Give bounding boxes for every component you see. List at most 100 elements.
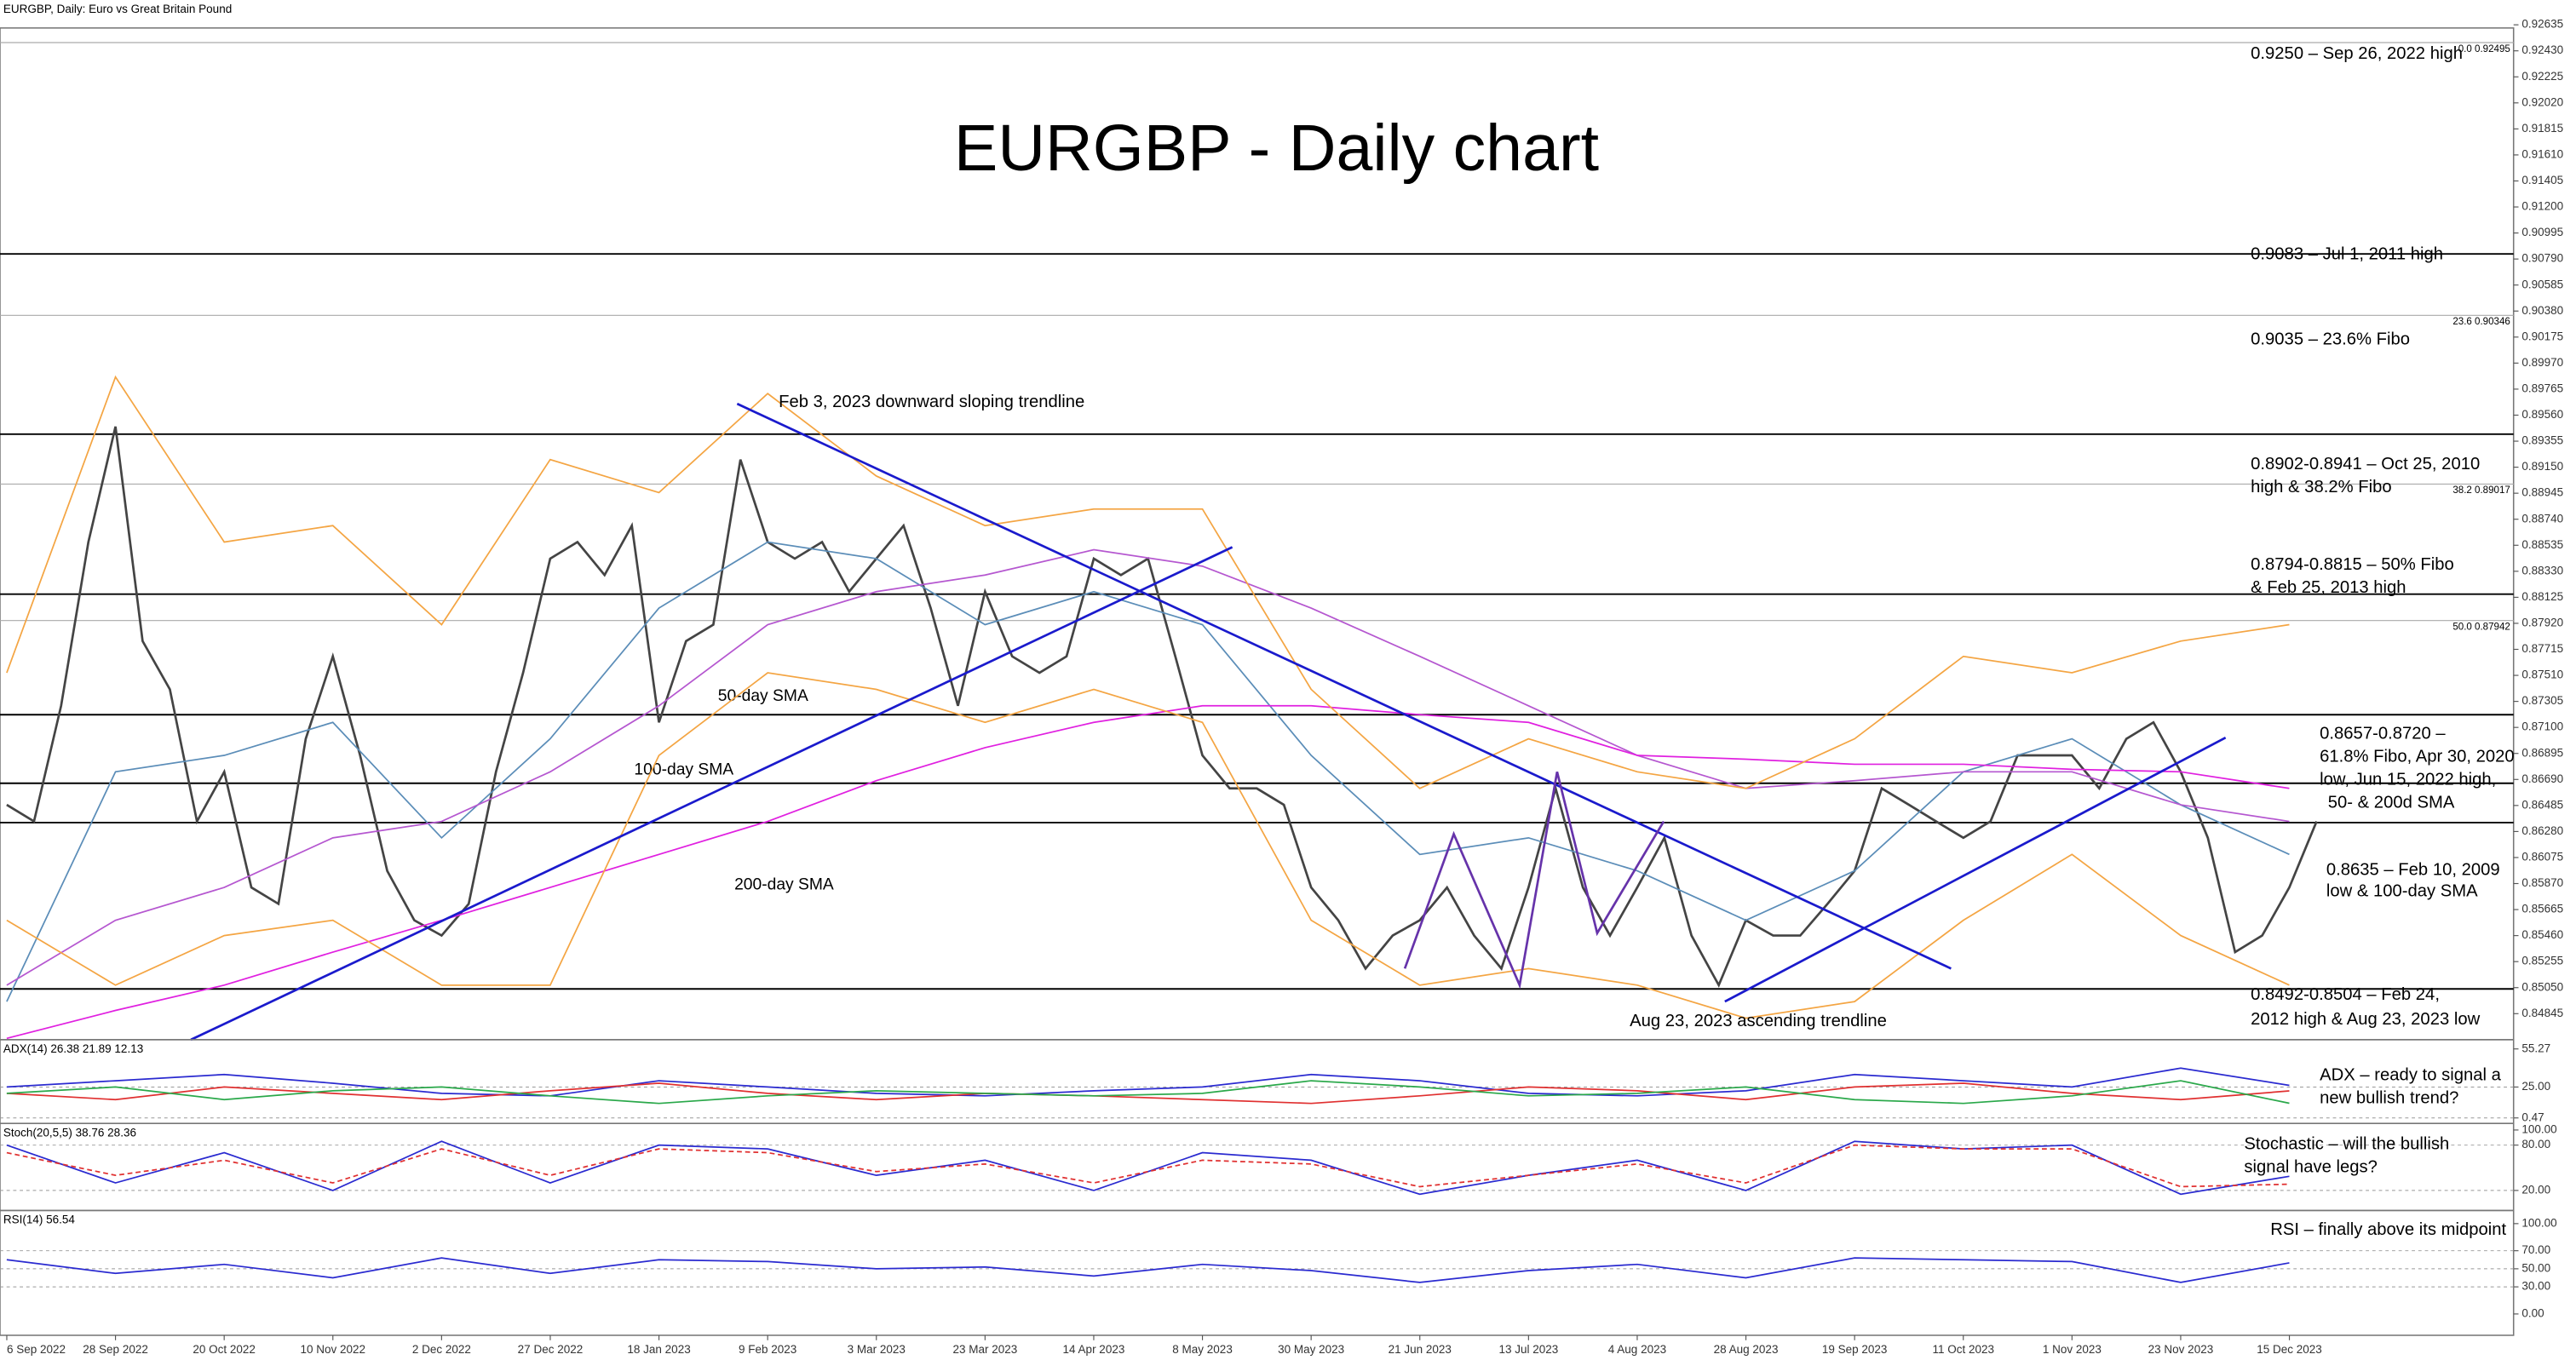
- y-tick-label: 0.86075: [2521, 851, 2563, 864]
- y-tick-label: 0.47: [2521, 1110, 2544, 1123]
- x-tick-label: 28 Aug 2023: [1714, 1343, 1779, 1356]
- y-tick-label: 0.89355: [2521, 434, 2563, 447]
- y-tick-label: 50.00: [2521, 1261, 2550, 1274]
- x-tick-label: 30 May 2023: [1278, 1343, 1344, 1356]
- y-tick-label: 0.89560: [2521, 408, 2563, 421]
- annotation: ADX – ready to signal a: [2320, 1066, 2501, 1085]
- annotation: 2012 high & Aug 23, 2023 low: [2251, 1010, 2480, 1029]
- x-tick-label: 11 Oct 2023: [1932, 1343, 1994, 1356]
- series-line: [6, 1257, 2290, 1283]
- x-tick-label: 28 Sep 2022: [83, 1343, 148, 1356]
- annotation: Stochastic – will the bullish: [2244, 1135, 2449, 1154]
- y-tick-label: 0.92225: [2521, 70, 2563, 83]
- y-tick-label: 0.86485: [2521, 798, 2563, 811]
- series-label: 200-day SMA: [734, 876, 834, 894]
- y-tick-label: 0.91200: [2521, 200, 2563, 213]
- y-tick-label: 0.88125: [2521, 590, 2563, 603]
- fibo-label: 0.0 0.92495: [2458, 44, 2510, 55]
- annotation: 0.8794-0.8815 – 50% Fibo: [2251, 555, 2454, 574]
- series-line: [6, 704, 2290, 1040]
- y-tick-label: 0.00: [2521, 1306, 2544, 1319]
- y-tick-label: 0.91610: [2521, 147, 2563, 160]
- series-label: 100-day SMA: [634, 761, 733, 779]
- y-tick-label: 0.85870: [2521, 876, 2563, 889]
- x-tick-label: 23 Mar 2023: [952, 1343, 1017, 1356]
- x-tick-label: 4 Aug 2023: [1608, 1343, 1666, 1356]
- trendline-label: Feb 3, 2023 downward sloping trendline: [779, 393, 1084, 411]
- y-tick-label: 80.00: [2521, 1138, 2550, 1151]
- y-tick-label: 0.90585: [2521, 278, 2563, 290]
- y-tick-label: 0.88535: [2521, 538, 2563, 551]
- y-tick-label: 0.86690: [2521, 772, 2563, 785]
- trendline: [190, 546, 1233, 1042]
- panel-border: [0, 1209, 2515, 1336]
- y-tick-label: 0.91815: [2521, 122, 2563, 135]
- y-tick-label: 0.86280: [2521, 824, 2563, 837]
- fibo-label: 50.0 0.87942: [2452, 622, 2510, 632]
- annotation: 0.8657-0.8720 –: [2320, 724, 2446, 743]
- x-tick-label: 23 Nov 2023: [2148, 1343, 2214, 1356]
- chart-subtitle: EURGBP, Daily: Euro vs Great Britain Pou…: [3, 3, 232, 15]
- x-tick-label: 14 Apr 2023: [1063, 1343, 1125, 1356]
- fibo-label: 23.6 0.90346: [2452, 317, 2510, 327]
- y-tick-label: 100.00: [2521, 1122, 2556, 1135]
- annotation: low & 100-day SMA: [2326, 882, 2478, 901]
- y-tick-label: 0.89970: [2521, 356, 2563, 369]
- y-tick-label: 100.00: [2521, 1216, 2556, 1229]
- annotation: low, Jun 15, 2022 high,: [2320, 770, 2496, 789]
- x-tick-label: 9 Feb 2023: [739, 1343, 796, 1356]
- annotation: 0.8492-0.8504 – Feb 24,: [2251, 985, 2440, 1004]
- annotation: 0.8635 – Feb 10, 2009: [2326, 861, 2500, 880]
- annotation: high & 38.2% Fibo: [2251, 478, 2391, 496]
- fibo-label: 38.2 0.89017: [2452, 485, 2510, 496]
- annotation: & Feb 25, 2013 high: [2251, 578, 2406, 597]
- y-tick-label: 0.89150: [2521, 460, 2563, 473]
- y-tick-label: 0.90995: [2521, 226, 2563, 238]
- y-tick-label: 0.85255: [2521, 955, 2563, 967]
- y-tick-label: 55.27: [2521, 1042, 2550, 1054]
- x-tick-label: 2 Dec 2022: [412, 1343, 471, 1356]
- y-tick-label: 0.90380: [2521, 304, 2563, 317]
- x-tick-label: 18 Jan 2023: [627, 1343, 690, 1356]
- y-tick-label: 0.87920: [2521, 617, 2563, 629]
- series-line: [6, 541, 2290, 1002]
- annotation: RSI – finally above its midpoint: [2270, 1220, 2506, 1239]
- x-tick-label: 3 Mar 2023: [848, 1343, 906, 1356]
- y-tick-label: 0.87510: [2521, 669, 2563, 681]
- annotation: 0.8902-0.8941 – Oct 25, 2010: [2251, 455, 2480, 473]
- y-tick-label: 0.92635: [2521, 18, 2563, 31]
- y-tick-label: 0.90790: [2521, 252, 2563, 265]
- y-tick-label: 0.86895: [2521, 746, 2563, 759]
- x-tick-label: 8 May 2023: [1172, 1343, 1233, 1356]
- x-tick-label: 19 Sep 2023: [1822, 1343, 1888, 1356]
- indicator-label: Stoch(20,5,5) 38.76 28.36: [3, 1126, 136, 1139]
- x-tick-label: 21 Jun 2023: [1389, 1343, 1452, 1356]
- y-tick-label: 25.00: [2521, 1080, 2550, 1093]
- y-tick-label: 0.87715: [2521, 642, 2563, 655]
- y-tick-label: 0.88740: [2521, 512, 2563, 525]
- y-tick-label: 0.92430: [2521, 43, 2563, 56]
- x-tick-label: 15 Dec 2023: [2257, 1343, 2322, 1356]
- x-tick-label: 10 Nov 2022: [300, 1343, 365, 1356]
- y-tick-label: 0.85050: [2521, 980, 2563, 993]
- series-line: [6, 1080, 2290, 1105]
- annotation: 0.9035 – 23.6% Fibo: [2251, 330, 2410, 349]
- y-tick-label: 0.91405: [2521, 174, 2563, 186]
- indicator-label: ADX(14) 26.38 21.89 12.13: [3, 1042, 143, 1055]
- y-tick-label: 30.00: [2521, 1280, 2550, 1293]
- y-tick-label: 0.87100: [2521, 720, 2563, 733]
- x-tick-label: 1 Nov 2023: [2043, 1343, 2102, 1356]
- series-line: [6, 1144, 2290, 1188]
- series-line: [6, 548, 2290, 986]
- y-tick-label: 0.87305: [2521, 694, 2563, 707]
- y-tick-label: 0.90175: [2521, 330, 2563, 342]
- annotation: new bullish trend?: [2320, 1089, 2458, 1108]
- annotation: 0.9083 – Jul 1, 2011 high: [2251, 244, 2443, 263]
- series-line: [6, 1082, 2290, 1105]
- x-tick-label: 27 Dec 2022: [518, 1343, 584, 1356]
- y-tick-label: 0.85460: [2521, 928, 2563, 941]
- trendline: [736, 402, 1952, 970]
- y-tick-label: 0.85665: [2521, 903, 2563, 915]
- y-tick-label: 0.88945: [2521, 486, 2563, 499]
- chart-title: EURGBP - Daily chart: [954, 112, 1599, 185]
